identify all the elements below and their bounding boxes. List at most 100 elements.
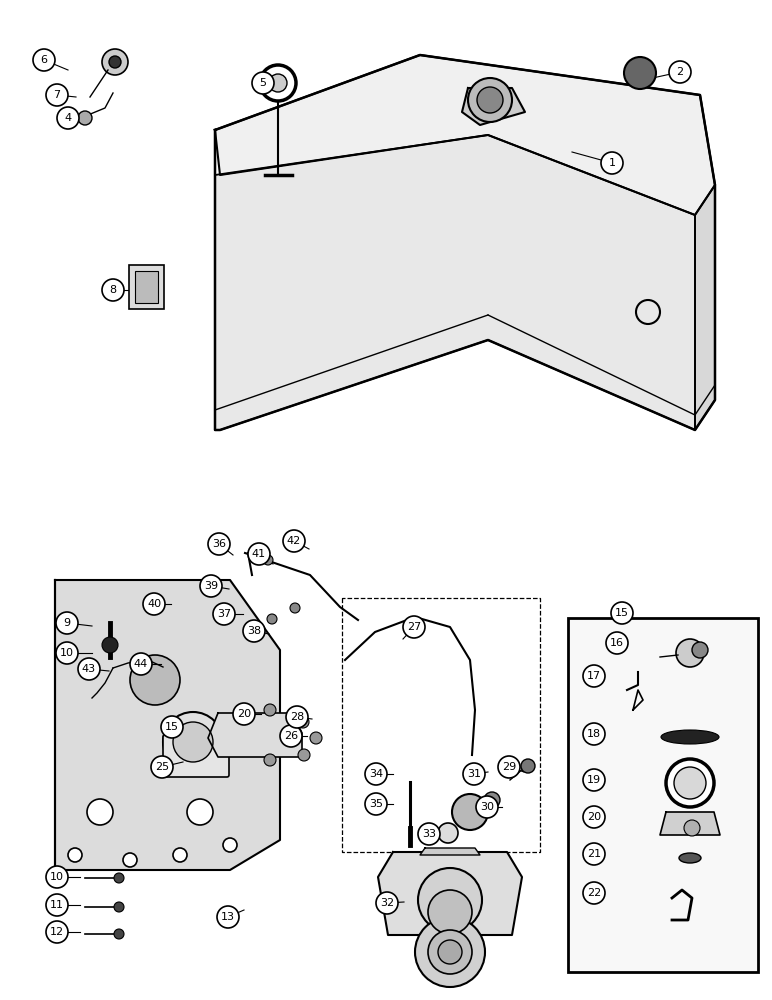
Circle shape	[283, 530, 305, 552]
Circle shape	[476, 796, 498, 818]
Circle shape	[33, 49, 55, 71]
Text: 20: 20	[237, 709, 251, 719]
Circle shape	[403, 616, 425, 638]
Text: 4: 4	[64, 113, 72, 123]
Circle shape	[114, 929, 124, 939]
Text: 15: 15	[165, 722, 179, 732]
Text: 35: 35	[369, 799, 383, 809]
Circle shape	[463, 763, 485, 785]
Circle shape	[498, 756, 520, 778]
Text: 10: 10	[60, 648, 74, 658]
Text: 34: 34	[369, 769, 383, 779]
Circle shape	[267, 614, 277, 624]
Text: 32: 32	[380, 898, 394, 908]
Text: 37: 37	[217, 609, 231, 619]
Circle shape	[583, 665, 605, 687]
Circle shape	[477, 87, 503, 113]
Polygon shape	[215, 55, 715, 215]
FancyBboxPatch shape	[129, 265, 164, 309]
Text: 28: 28	[290, 712, 304, 722]
Circle shape	[290, 538, 300, 548]
Circle shape	[151, 756, 173, 778]
Circle shape	[217, 906, 239, 928]
Circle shape	[280, 725, 302, 747]
Circle shape	[163, 712, 223, 772]
Circle shape	[223, 612, 233, 622]
Circle shape	[286, 706, 308, 728]
Text: 6: 6	[40, 55, 48, 65]
Polygon shape	[695, 185, 715, 430]
Circle shape	[418, 868, 482, 932]
Text: 1: 1	[608, 158, 615, 168]
Circle shape	[269, 74, 287, 92]
Text: 25: 25	[155, 762, 169, 772]
Circle shape	[674, 767, 706, 799]
Text: 31: 31	[467, 769, 481, 779]
Circle shape	[438, 940, 462, 964]
Circle shape	[692, 642, 708, 658]
Text: 15: 15	[615, 608, 629, 618]
Text: 12: 12	[50, 927, 64, 937]
Circle shape	[161, 716, 183, 738]
Circle shape	[438, 823, 458, 843]
Circle shape	[606, 632, 628, 654]
Circle shape	[56, 612, 78, 634]
Ellipse shape	[661, 730, 719, 744]
Polygon shape	[660, 812, 720, 835]
Text: 27: 27	[407, 622, 421, 632]
Circle shape	[376, 892, 398, 914]
Circle shape	[583, 843, 605, 865]
Text: 44: 44	[134, 659, 148, 669]
Text: 11: 11	[50, 900, 64, 910]
Circle shape	[290, 603, 300, 613]
Circle shape	[666, 759, 714, 807]
Circle shape	[264, 754, 276, 766]
Text: 41: 41	[252, 549, 266, 559]
Text: 33: 33	[422, 829, 436, 839]
Circle shape	[114, 873, 124, 883]
Text: 26: 26	[284, 731, 298, 741]
Circle shape	[298, 749, 310, 761]
Circle shape	[233, 703, 255, 725]
Circle shape	[46, 866, 68, 888]
Circle shape	[46, 921, 68, 943]
Circle shape	[468, 78, 512, 122]
Text: 17: 17	[587, 671, 601, 681]
Circle shape	[123, 853, 137, 867]
Circle shape	[484, 792, 500, 808]
Circle shape	[418, 823, 440, 845]
Polygon shape	[215, 135, 695, 430]
Circle shape	[263, 555, 273, 565]
Circle shape	[46, 84, 68, 106]
Text: 29: 29	[502, 762, 516, 772]
Circle shape	[102, 279, 124, 301]
Circle shape	[583, 723, 605, 745]
Circle shape	[223, 838, 237, 852]
Circle shape	[297, 716, 309, 728]
Polygon shape	[378, 852, 522, 935]
Text: 21: 21	[587, 849, 601, 859]
Text: 16: 16	[610, 638, 624, 648]
Text: 2: 2	[676, 67, 683, 77]
Bar	[568, 618, 758, 972]
Circle shape	[636, 300, 660, 324]
Polygon shape	[55, 580, 280, 870]
Text: 39: 39	[204, 581, 218, 591]
Circle shape	[583, 806, 605, 828]
FancyBboxPatch shape	[135, 271, 158, 303]
Text: 7: 7	[53, 90, 60, 100]
Circle shape	[208, 533, 230, 555]
Circle shape	[253, 628, 263, 638]
Circle shape	[624, 57, 656, 89]
Circle shape	[130, 653, 152, 675]
Circle shape	[173, 722, 213, 762]
Circle shape	[102, 637, 118, 653]
Circle shape	[130, 655, 180, 705]
Text: 42: 42	[287, 536, 301, 546]
Text: 20: 20	[587, 812, 601, 822]
Ellipse shape	[679, 853, 701, 863]
Circle shape	[109, 56, 121, 68]
Text: 10: 10	[50, 872, 64, 882]
Circle shape	[114, 902, 124, 912]
FancyBboxPatch shape	[163, 735, 229, 777]
